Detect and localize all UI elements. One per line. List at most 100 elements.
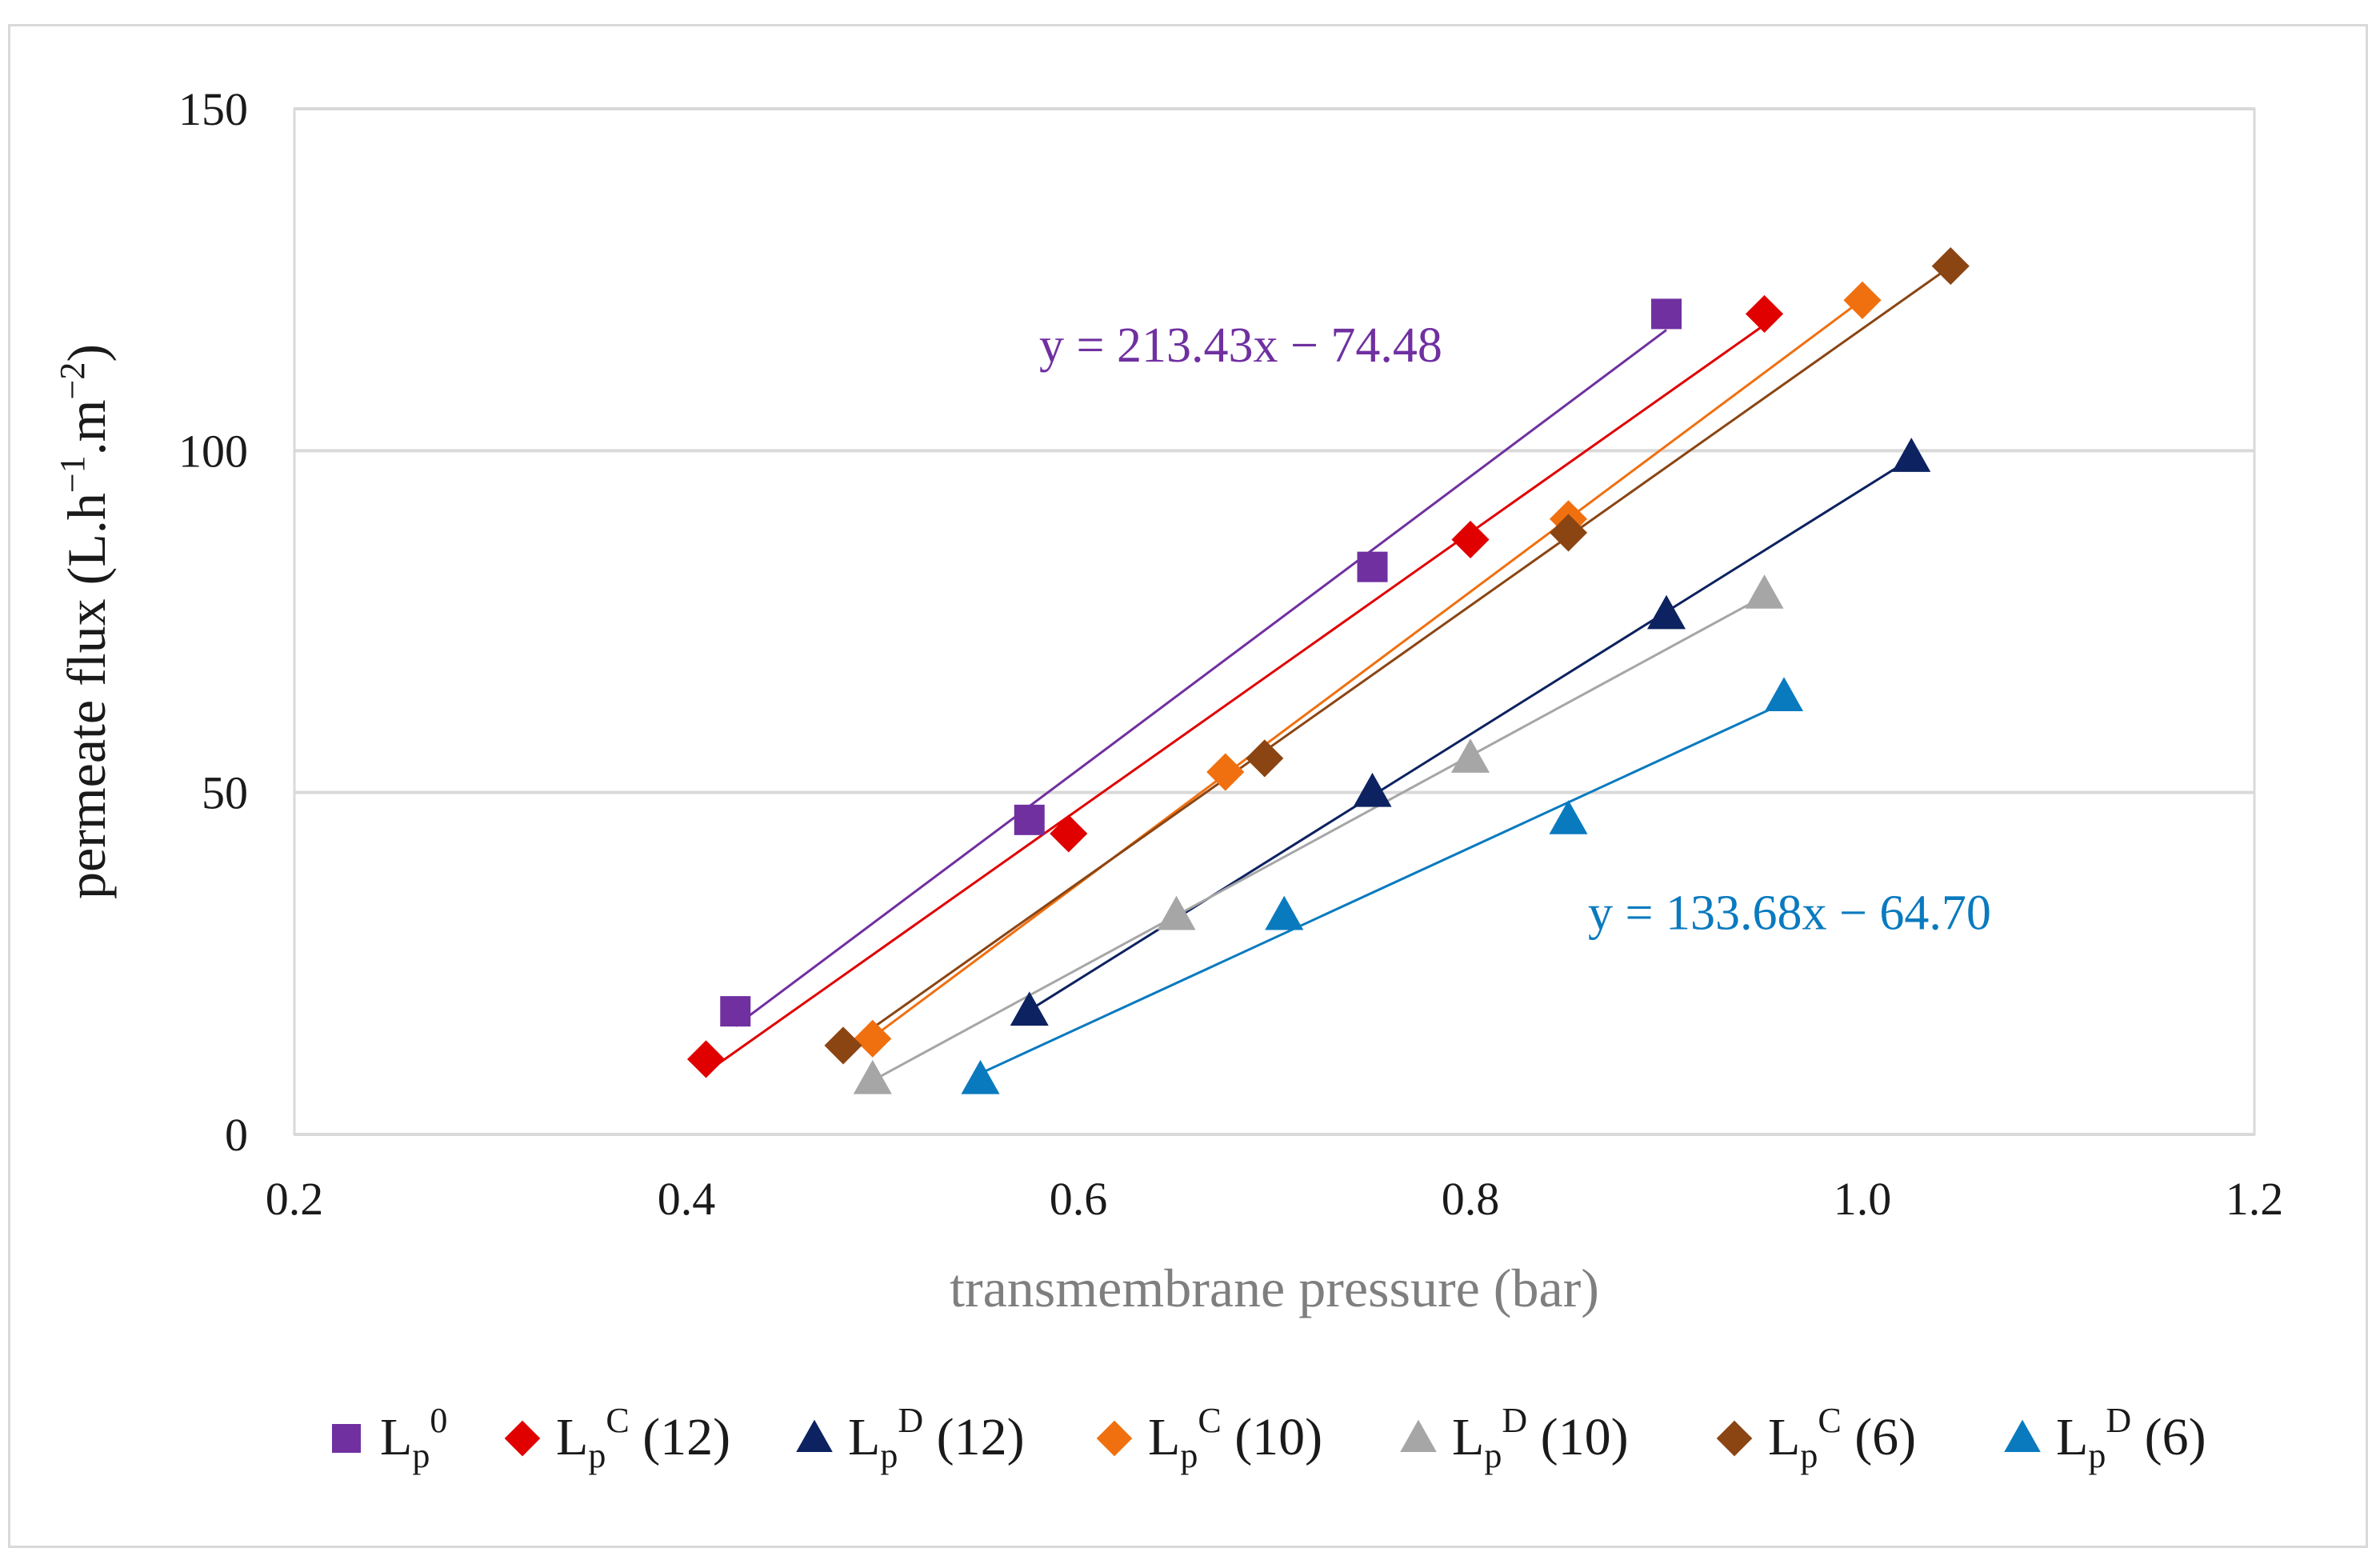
legend-label-sup: D (898, 1401, 923, 1440)
legend-label-suffix: (12) (630, 1408, 730, 1466)
x-axis-title: transmembrane pressure (bar) (950, 1258, 1599, 1318)
chart-frame: 0 50 100 150 0.2 0.4 0.6 0.8 1.0 1.2 y = 213.43x … (8, 24, 2368, 1548)
data-point-series-6 (1764, 677, 1804, 711)
data-point-series-1 (1745, 294, 1784, 333)
marker-layer (686, 247, 1970, 1094)
data-point-series-4 (853, 1059, 892, 1094)
data-point-series-2 (1892, 438, 1931, 472)
legend-item-6: LpD (6) (2004, 1401, 2206, 1475)
trendline-series-6 (979, 702, 1785, 1075)
data-point-series-3 (854, 1019, 892, 1058)
legend-label-sup: D (2106, 1401, 2131, 1440)
y-axis-title-mid: .m (56, 399, 117, 455)
data-point-series-1 (686, 1040, 726, 1078)
legend-label-sup: C (1818, 1401, 1841, 1440)
legend-label-suffix: (6) (2131, 1408, 2206, 1466)
data-point-series-1 (1451, 520, 1490, 558)
legend-label-sup: 0 (430, 1401, 447, 1440)
data-point-series-5 (1246, 739, 1284, 778)
legend-marker-6 (2004, 1419, 2041, 1453)
y-axis-title-exp1: −1 (53, 455, 92, 493)
legend-label-base: L (1768, 1408, 1800, 1466)
y-axis-title: permeate flux (L.h−1.m−2) (53, 344, 117, 899)
legend-label-suffix: (10) (1527, 1408, 1628, 1466)
y-tick-label: 100 (178, 425, 248, 477)
x-tick-label: 0.2 (266, 1173, 324, 1225)
legend-label-sub: p (1800, 1436, 1818, 1475)
data-point-series-0 (1651, 298, 1682, 330)
equation-label-1: y = 133.68x − 64.70 (1588, 886, 1991, 941)
data-point-series-6 (961, 1059, 1000, 1094)
legend-item-5: LpC (6) (1716, 1401, 1916, 1475)
legend-label-base: L (2056, 1408, 2088, 1466)
trendline-series-3 (871, 298, 1863, 1038)
legend-label-base: L (848, 1408, 880, 1466)
y-axis-title-exp2: −2 (53, 362, 92, 400)
trend-layer (705, 265, 1952, 1082)
legend-item-2: LpD (12) (796, 1401, 1025, 1475)
legend-label-sub: p (412, 1436, 430, 1475)
legend-item-0: Lp0 (332, 1401, 447, 1475)
legend-label-2: LpD (12) (848, 1401, 1025, 1475)
legend-marker-1 (504, 1420, 541, 1457)
chart-svg: 0 50 100 150 0.2 0.4 0.6 0.8 1.0 1.2 y = 213.43x … (53, 83, 2283, 1475)
data-point-series-6 (1265, 895, 1304, 930)
legend-label-suffix: (10) (1222, 1408, 1322, 1466)
x-tick-label: 0.6 (1050, 1173, 1108, 1225)
x-tick-label: 0.4 (658, 1173, 716, 1225)
legend-marker-5 (1716, 1420, 1753, 1457)
legend-label-5: LpC (6) (1768, 1401, 1916, 1475)
legend-label-sub: p (2088, 1436, 2106, 1475)
legend-label-base: L (1148, 1408, 1180, 1466)
legend-marker-0 (332, 1424, 361, 1453)
legend-label-sup: C (1198, 1401, 1221, 1440)
data-point-series-5 (1549, 514, 1588, 552)
legend-label-3: LpC (10) (1148, 1401, 1322, 1475)
data-point-series-0 (1357, 551, 1388, 582)
plot-area-border (293, 107, 2256, 1136)
legend-marker-4 (1400, 1419, 1437, 1453)
legend-label-1: LpC (12) (556, 1401, 730, 1475)
legend-marker-2 (796, 1419, 833, 1453)
legend-label-0: Lp0 (380, 1401, 447, 1475)
legend-label-sup: C (606, 1401, 629, 1440)
legend-item-3: LpC (10) (1096, 1401, 1322, 1475)
trendline-series-5 (842, 265, 1952, 1050)
legend-label-suffix: (12) (923, 1408, 1024, 1466)
trendline-series-0 (734, 329, 1667, 1027)
data-point-series-2 (1010, 991, 1049, 1026)
legend-item-1: LpC (12) (504, 1401, 730, 1475)
legend-label-4: LpD (10) (1452, 1401, 1629, 1475)
data-point-series-2 (1646, 594, 1686, 630)
y-axis-title-end: ) (56, 344, 117, 362)
data-point-series-5 (1931, 247, 1970, 286)
data-point-series-4 (1157, 895, 1196, 930)
data-point-series-6 (1549, 800, 1588, 834)
legend-item-4: LpD (10) (1400, 1401, 1629, 1475)
y-tick-label: 50 (202, 767, 248, 819)
trendline-series-1 (705, 323, 1766, 1074)
legend: Lp0 LpC (12) LpD (12) LpC (10) LpD (10) LpC (… (332, 1401, 2206, 1475)
data-point-series-0 (720, 996, 751, 1027)
data-point-series-4 (1745, 574, 1784, 609)
data-point-series-4 (1450, 738, 1490, 773)
legend-label-base: L (380, 1408, 412, 1466)
legend-label-sub: p (1484, 1436, 1502, 1475)
legend-label-sup: D (1502, 1401, 1527, 1440)
x-tick-label: 1.0 (1834, 1173, 1892, 1225)
legend-label-base: L (556, 1408, 588, 1466)
legend-label-sub: p (1180, 1436, 1198, 1475)
data-point-series-1 (1050, 814, 1088, 853)
legend-label-suffix: (6) (1842, 1408, 1916, 1466)
x-tick-label: 1.2 (2226, 1173, 2284, 1225)
legend-label-sub: p (588, 1436, 606, 1475)
x-tick-label: 0.8 (1442, 1173, 1500, 1225)
data-point-series-0 (1014, 804, 1045, 835)
legend-marker-3 (1096, 1420, 1133, 1457)
data-point-series-2 (1353, 772, 1392, 807)
legend-label-sub: p (880, 1436, 898, 1475)
legend-label-6: LpD (6) (2056, 1401, 2206, 1475)
y-tick-label: 150 (178, 83, 248, 135)
tick-layer: 0 50 100 150 0.2 0.4 0.6 0.8 1.0 1.2 (178, 83, 2283, 1225)
data-point-series-3 (1206, 753, 1245, 791)
